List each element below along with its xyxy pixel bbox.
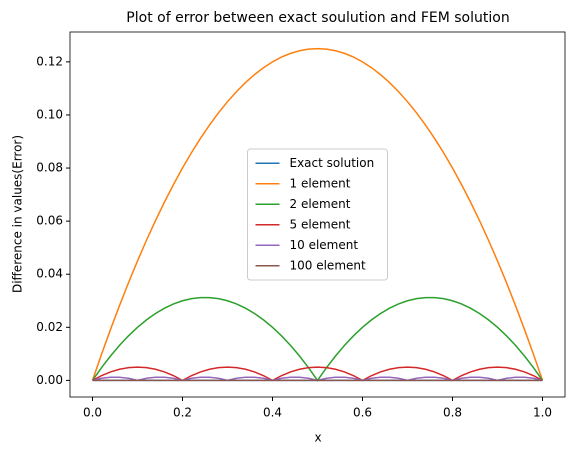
x-tick-label: 0.2: [173, 406, 192, 420]
legend-label: 2 element: [290, 197, 351, 211]
legend-label: 1 element: [290, 176, 351, 190]
y-tick-label: 0.10: [36, 107, 63, 121]
x-tick-label: 0.8: [443, 406, 462, 420]
x-tick-label: 0.4: [263, 406, 282, 420]
x-tick-label: 1.0: [533, 406, 552, 420]
x-tick-label: 0.0: [83, 406, 102, 420]
y-tick-label: 0.02: [36, 320, 63, 334]
x-tick-label: 0.6: [353, 406, 372, 420]
x-axis-label: x: [314, 431, 321, 445]
y-tick-label: 0.08: [36, 161, 63, 175]
plot-frame: [69, 31, 566, 398]
y-axis-label: Difference in values(Error): [11, 135, 25, 293]
line-series: [91, 296, 544, 382]
y-tick-label: 0.12: [36, 54, 63, 68]
y-tick-label: 0.06: [36, 214, 63, 228]
y-tick-label: 0.00: [36, 373, 63, 387]
legend-box: [247, 148, 388, 281]
y-tick-label: 0.04: [36, 267, 63, 281]
legend-label: Exact solution: [290, 156, 375, 170]
chart-title: Plot of error between exact soulution an…: [126, 10, 509, 26]
line-series: [91, 47, 544, 381]
legend-label: 100 element: [290, 258, 366, 272]
legend-label: 5 element: [290, 217, 351, 231]
line-series: [92, 366, 543, 382]
legend-label: 10 element: [290, 238, 359, 252]
